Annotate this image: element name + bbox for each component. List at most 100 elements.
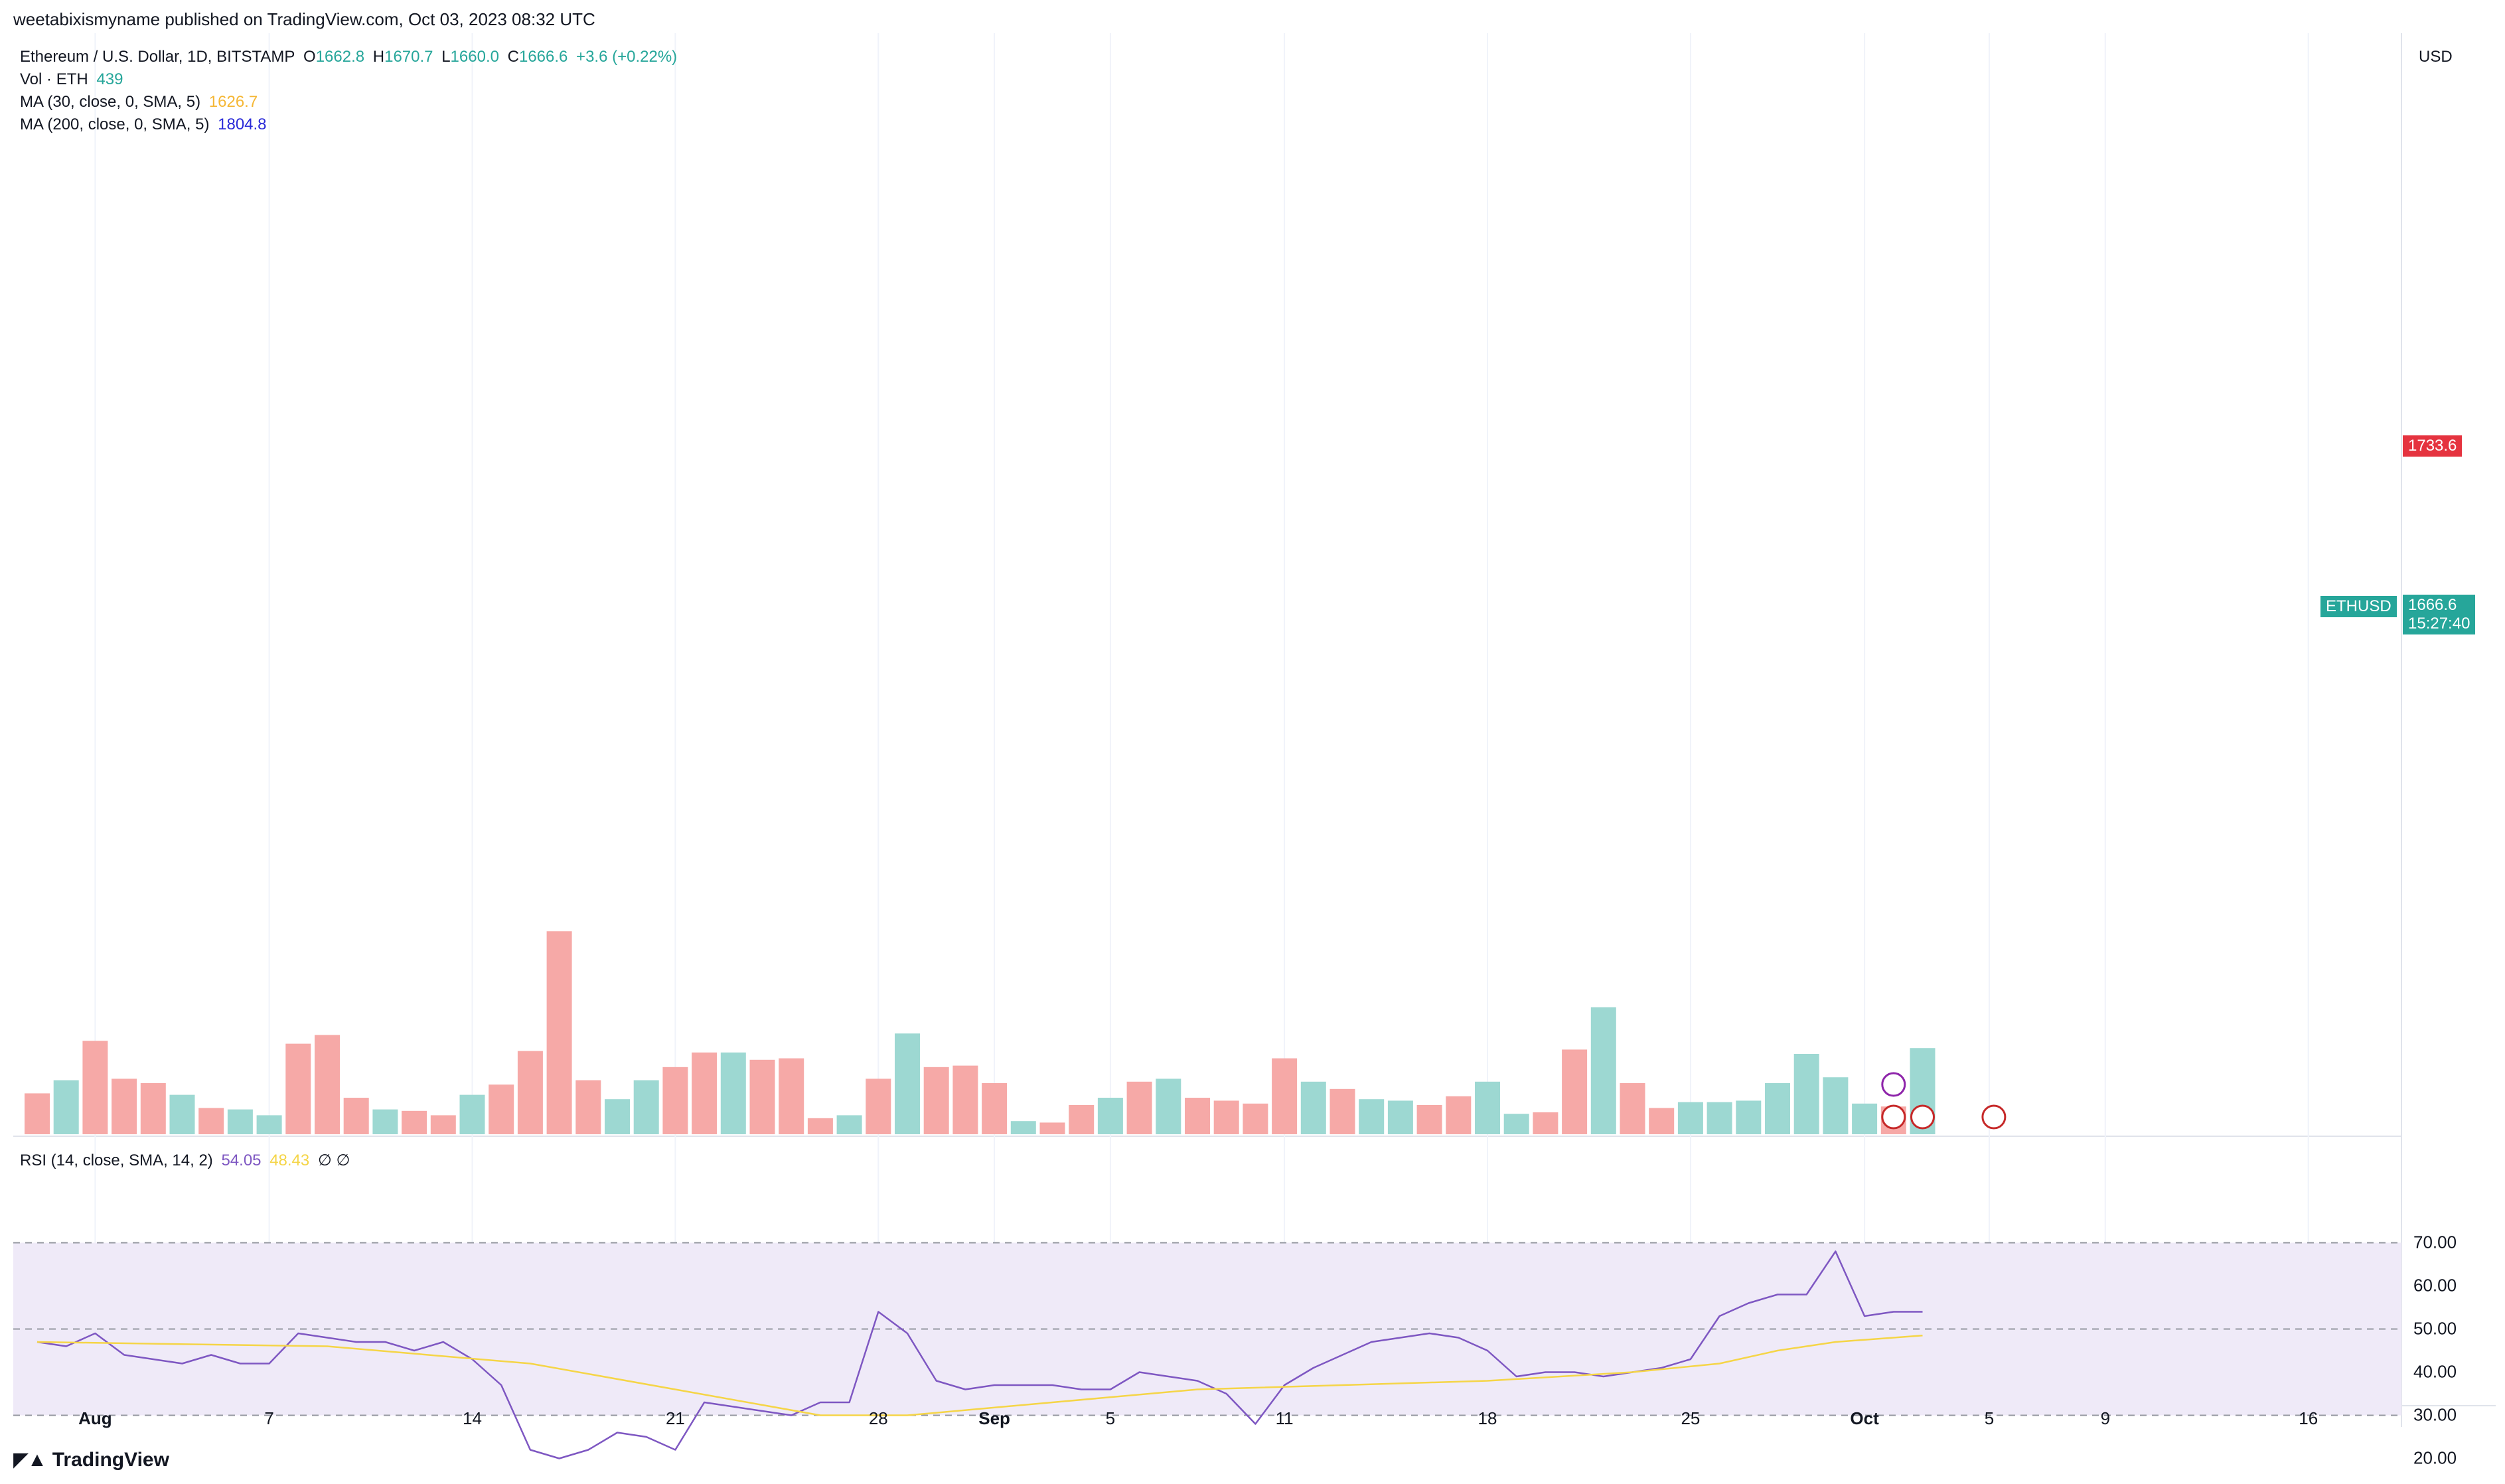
axes: 1880.01860.01840.01820.01800.01780.01760… [78,1232,2457,1468]
volume-bar [1039,1122,1065,1134]
volume-bars [25,931,1936,1134]
volume-bar [1562,1049,1588,1134]
volume-bar [633,1080,659,1134]
rsi-polyline [37,1250,1923,1459]
time-tick-label: Oct [1850,1408,1879,1428]
volume-bar [517,1051,543,1134]
volume-bar [546,931,572,1134]
last-price-tag: 1666.6 15:27:40 [2403,595,2476,634]
time-tick-label: 7 [264,1408,273,1428]
volume-bar [53,1080,79,1134]
us-flag-icon[interactable] [1910,1104,1935,1130]
time-tick-label: 14 [463,1408,482,1428]
volume-bar [866,1078,891,1134]
volume-bar [1069,1105,1095,1134]
published-header: weetabixismyname published on TradingVie… [13,9,595,29]
event-icons[interactable] [1881,1072,2007,1130]
volume-bar [1329,1088,1355,1134]
volume-bar [605,1099,630,1134]
legend-symbol[interactable]: Ethereum / U.S. Dollar, 1D, BITSTAMP [20,48,295,66]
volume-bar [198,1108,224,1134]
volume-bar [749,1059,775,1134]
volume-bar [1010,1121,1036,1134]
rsi-tick-label: 50.00 [2413,1319,2457,1339]
volume-bar [256,1115,282,1134]
us-flag-icon[interactable] [1981,1104,2007,1130]
legend-ma30-label: MA (30, close, 0, SMA, 5) [20,93,201,111]
rsi-tick-label: 70.00 [2413,1232,2457,1252]
time-tick-label: Aug [78,1408,112,1428]
rsi-band [13,1242,2401,1416]
volume-bar [1765,1083,1790,1134]
volume-bar [1677,1102,1703,1134]
time-tick-label: 5 [1106,1408,1115,1428]
volume-bar [982,1083,1008,1134]
volume-bar [25,1093,50,1134]
rsi-lines [37,1250,1923,1459]
legend-h-value: 1670.7 [384,48,433,66]
legend-rsi-label: RSI (14, close, SMA, 14, 2) [20,1151,213,1169]
volume-bar [895,1033,920,1134]
rsi-ma-polyline [37,1335,1923,1416]
legend-ma200-value: 1804.8 [218,115,267,133]
volume-bar [1185,1098,1210,1134]
us-flag-icon[interactable] [1881,1104,1906,1130]
resistance-price-tag: 1733.6 [2403,435,2463,457]
legend-l-label: L [441,48,451,66]
volume-bar [140,1083,166,1134]
volume-bar [662,1067,688,1134]
time-tick-label: Sep [978,1408,1010,1428]
volume-bar [430,1115,456,1134]
currency-label[interactable]: USD [2419,48,2453,66]
volume-bar [1243,1103,1268,1134]
volume-bar [1649,1108,1675,1134]
volume-bar [315,1035,340,1134]
legend-vol-value: 439 [96,70,123,88]
volume-bar [1475,1081,1500,1134]
volume-bar [227,1109,253,1134]
volume-bar [1416,1105,1442,1134]
volume-bar [1213,1100,1239,1134]
legend-rsi[interactable]: RSI (14, close, SMA, 14, 2) 54.05 48.43 … [20,1151,354,1170]
tradingview-logo[interactable]: ◤▲ TradingView [13,1448,169,1471]
legend-c-value: 1666.6 [518,48,568,66]
volume-bar [1852,1103,1878,1134]
volume-bar [372,1109,398,1134]
tradingview-mark-icon: ◤▲ [13,1449,47,1471]
rsi-tick-label: 30.00 [2413,1405,2457,1425]
legend-change: +3.6 (+0.22%) [576,48,678,66]
time-tick-label: 9 [2101,1408,2110,1428]
legend-ma200[interactable]: MA (200, close, 0, SMA, 5) 1804.8 [20,115,271,134]
time-tick-label: 18 [1478,1408,1497,1428]
rsi-tick-label: 60.00 [2413,1276,2457,1296]
volume-bar [169,1094,195,1134]
rsi-tick-label: 40.00 [2413,1362,2457,1382]
volume-bar [1097,1098,1123,1134]
volume-bar [285,1043,311,1134]
volume-bar [1590,1007,1616,1134]
volume-bar [1359,1099,1385,1134]
legend-o-value: 1662.8 [315,48,365,66]
legend-volume[interactable]: Vol · ETH 439 [20,70,127,89]
volume-bar [575,1080,601,1134]
lightning-icon[interactable] [1881,1072,1906,1097]
legend-ma30[interactable]: MA (30, close, 0, SMA, 5) 1626.7 [20,93,262,111]
volume-bar [1793,1054,1819,1134]
legend-vol-label: Vol · ETH [20,70,88,88]
volume-bar [1736,1100,1762,1134]
volume-bar [1707,1102,1732,1134]
legend-main: Ethereum / U.S. Dollar, 1D, BITSTAMP O16… [20,48,681,66]
time-tick-label: 11 [1276,1408,1294,1428]
legend-l-value: 1660.0 [450,48,499,66]
symbol-tag: ETHUSD [2320,596,2397,617]
legend-rsi-value: 54.05 [221,1151,262,1169]
volume-bar [779,1058,804,1134]
volume-bar [1300,1081,1326,1134]
volume-bar [1503,1114,1529,1134]
volume-bar [489,1084,514,1134]
tradingview-brand: TradingView [52,1448,169,1471]
volume-bar [112,1078,137,1134]
bar-countdown: 15:27:40 [2408,615,2470,632]
volume-bar [1446,1096,1472,1134]
